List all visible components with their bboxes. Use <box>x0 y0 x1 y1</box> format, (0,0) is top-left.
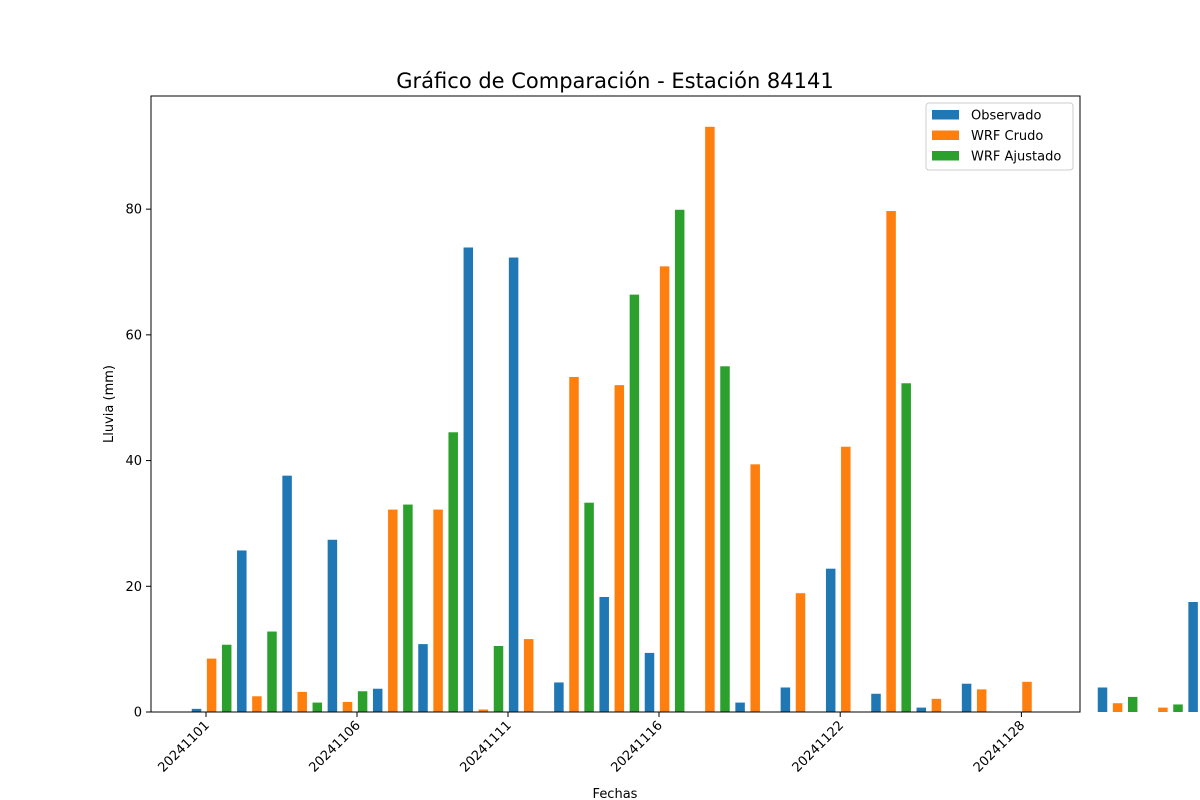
bar-wrf-crudo <box>705 126 715 713</box>
bar-wrf-crudo <box>433 509 443 712</box>
bar-observado <box>780 687 791 712</box>
y-tick-label: 80 <box>125 203 142 218</box>
bar-wrf-ajustado <box>403 504 413 712</box>
y-tick-label: 40 <box>125 454 142 469</box>
bar-observado <box>916 707 927 712</box>
bar-wrf-ajustado <box>674 209 685 712</box>
bar-observado <box>961 683 972 712</box>
legend-label: WRF Crudo <box>971 129 1043 144</box>
bar-wrf-crudo <box>976 689 987 712</box>
legend-swatch <box>932 151 959 161</box>
bar-wrf-ajustado <box>448 432 458 712</box>
y-axis-label: Lluvia (mm) <box>102 365 117 443</box>
bar-wrf-ajustado <box>221 644 232 712</box>
bar-wrf-ajustado <box>584 502 594 712</box>
bar-wrf-crudo <box>297 691 307 712</box>
bar-wrf-crudo <box>659 266 670 712</box>
bar-wrf-crudo <box>342 701 353 712</box>
legend-label: Observado <box>971 109 1042 124</box>
bar-observado <box>554 682 564 712</box>
bar-wrf-crudo <box>931 698 942 712</box>
bar-observado <box>508 257 519 712</box>
legend-label: WRF Ajustado <box>971 150 1061 165</box>
bar-observado <box>599 596 609 712</box>
bar-observado <box>327 539 338 712</box>
bar-wrf-crudo <box>1022 681 1032 712</box>
bar-wrf-crudo <box>478 709 489 712</box>
y-axis: 0 20 40 60 80 <box>125 203 151 721</box>
bar-wrf-ajustado <box>267 631 277 712</box>
bar-wrf-ajustado <box>629 294 640 712</box>
bar-wrf-crudo <box>252 696 262 712</box>
bar-wrf-crudo <box>614 385 625 712</box>
bar-observado <box>735 702 745 712</box>
bar-wrf-ajustado <box>901 383 911 712</box>
bar-observado <box>418 644 428 712</box>
bar-observado <box>191 708 202 712</box>
bar-observado <box>825 568 836 712</box>
bar-observado <box>237 550 247 712</box>
bar-observado <box>644 652 655 712</box>
legend-swatch <box>932 130 959 140</box>
bar-wrf-ajustado <box>493 646 504 712</box>
bar-wrf-crudo <box>886 211 896 712</box>
bar-wrf-crudo <box>795 593 806 712</box>
bar-observado <box>282 475 292 712</box>
bar-wrf-ajustado <box>1127 696 1138 712</box>
legend-swatch <box>932 110 959 120</box>
bar-wrf-ajustado <box>312 702 323 712</box>
bar-observado <box>1188 602 1198 712</box>
bar-observado <box>463 247 474 713</box>
legend: Observado WRF Crudo WRF Ajustado <box>925 102 1074 171</box>
x-axis-label: Fechas <box>593 787 638 800</box>
chart-title: Gráfico de Comparación - Estación 84141 <box>396 69 833 93</box>
plot-frame <box>150 95 1081 713</box>
bar-wrf-ajustado <box>1173 704 1183 712</box>
bar-wrf-crudo <box>750 464 760 712</box>
bars-layer <box>191 126 1198 713</box>
bar-wrf-crudo <box>1158 707 1168 712</box>
legend-box <box>925 102 1074 171</box>
y-tick-label: 0 <box>134 706 142 721</box>
bar-wrf-ajustado <box>720 366 730 712</box>
bar-observado <box>372 688 383 712</box>
y-tick-label: 60 <box>125 328 142 343</box>
bar-wrf-crudo <box>569 376 579 712</box>
bar-wrf-crudo <box>1112 703 1123 712</box>
bar-wrf-crudo <box>841 446 851 712</box>
y-tick-label: 20 <box>125 580 142 595</box>
bar-observado <box>871 693 881 712</box>
bar-observado <box>1097 687 1108 712</box>
bar-wrf-ajustado <box>357 691 368 712</box>
bar-wrf-crudo <box>206 658 217 712</box>
bar-wrf-crudo <box>523 639 534 712</box>
bar-wrf-crudo <box>388 509 398 712</box>
